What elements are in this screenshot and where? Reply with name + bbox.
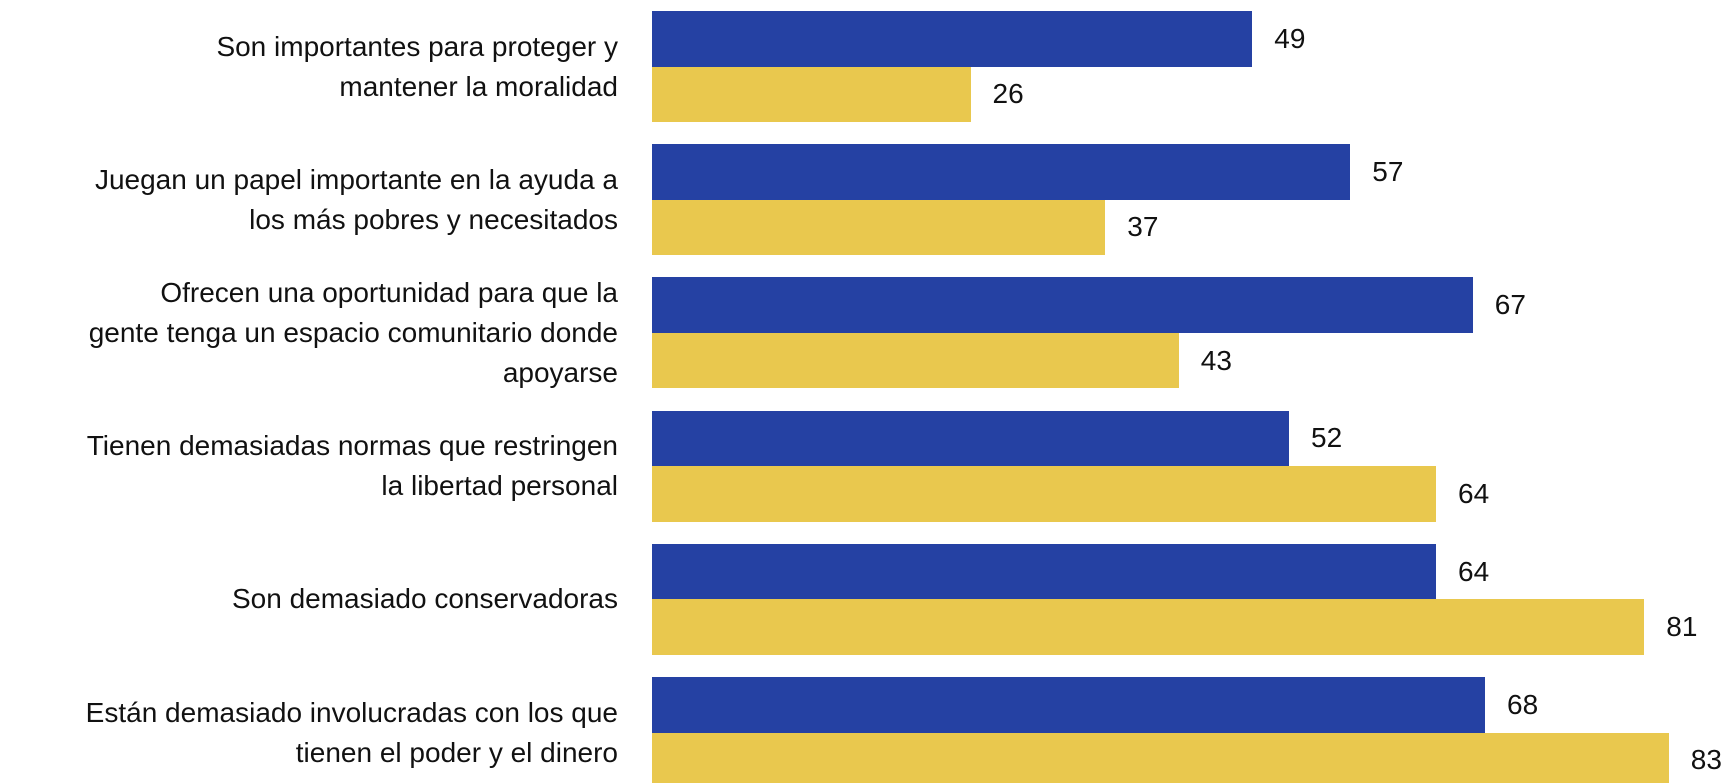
- bar: [652, 332, 1179, 389]
- bar: [652, 677, 1485, 733]
- category-label: Son importantes para proteger y mantener…: [216, 30, 618, 102]
- value-label: 57: [1372, 155, 1404, 187]
- bar: [652, 66, 971, 122]
- category-label: Juegan un papel importante en la ayuda a…: [94, 163, 618, 235]
- bar: [652, 543, 1436, 600]
- category-label: Están demasiado involucradas con los que…: [85, 696, 618, 768]
- value-label: 83: [1690, 744, 1722, 776]
- value-label: 81: [1666, 611, 1698, 643]
- value-label: 64: [1458, 477, 1490, 509]
- bar: [652, 11, 1253, 67]
- value-label: 26: [992, 78, 1024, 110]
- bar: [652, 732, 1669, 783]
- bar: [652, 144, 1351, 200]
- value-label: 52: [1311, 422, 1343, 454]
- value-label: 67: [1494, 289, 1526, 321]
- value-label: 64: [1458, 555, 1490, 587]
- bar: [652, 410, 1289, 467]
- category-label: Ofrecen una oportunidad para que la gent…: [88, 276, 618, 388]
- value-label: 43: [1200, 344, 1232, 376]
- category-label: Tienen demasiadas normas que restringen …: [86, 430, 618, 502]
- bar: [652, 466, 1436, 522]
- category-label: Son demasiado conservadoras: [231, 583, 618, 615]
- bar: [652, 599, 1645, 655]
- value-label: 49: [1274, 22, 1306, 54]
- value-label: 37: [1127, 211, 1159, 243]
- bar: [652, 277, 1473, 333]
- value-label: 68: [1507, 688, 1539, 720]
- bar: [652, 199, 1106, 256]
